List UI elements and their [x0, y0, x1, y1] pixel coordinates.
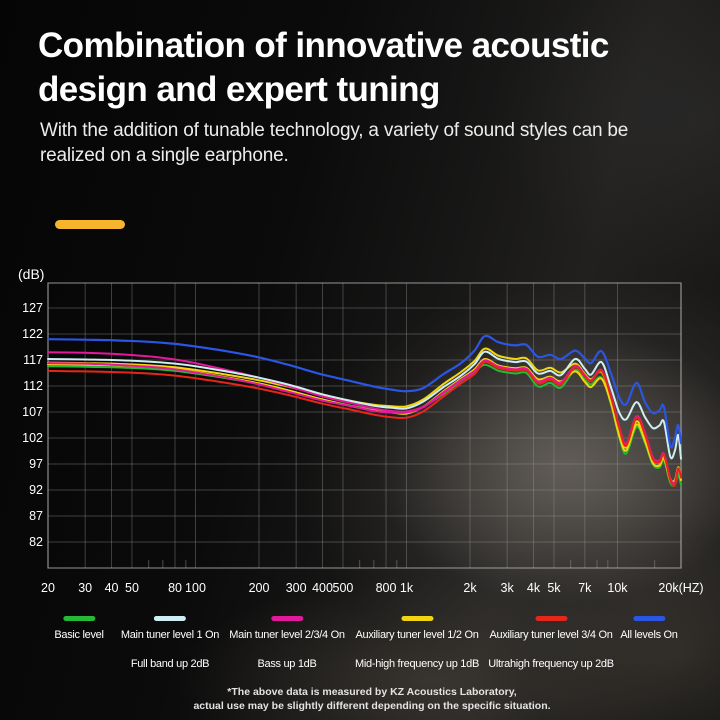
legend-label: Basic level — [54, 629, 104, 641]
legend-swatch — [271, 616, 303, 621]
y-tick-label: 97 — [29, 457, 43, 471]
legend-swatch — [401, 616, 433, 621]
y-tick-label: 107 — [22, 405, 43, 419]
curve-all-levels-on — [46, 334, 683, 449]
page-title-line1: Combination of innovative acoustic — [38, 26, 609, 65]
legend-label: Auxiliary tuner level 1/2 On — [355, 629, 479, 641]
y-tick-label: 112 — [23, 379, 43, 393]
legend-item: Auxiliary tuner level 1/2 On — [355, 616, 479, 641]
y-tick-label: 127 — [22, 301, 43, 315]
legend-sublabel: Mid-high frequency up 1dB — [355, 658, 479, 670]
legend-sublabel: Ultrahigh frequency up 2dB — [488, 658, 614, 670]
legend-sublabel: Full band up 2dB — [130, 658, 210, 670]
x-tick-label: 20 — [41, 581, 55, 595]
x-tick-label: 10k — [607, 581, 628, 595]
page-title-line2: design and expert tuning — [38, 70, 440, 109]
x-tick-label: 50 — [125, 581, 139, 595]
x-tick-label: 100 — [185, 581, 206, 595]
legend-label: All levels On — [620, 629, 678, 641]
x-tick-label: 2k — [463, 581, 477, 595]
y-axis-unit-label: (dB) — [18, 266, 44, 282]
x-tick-label: 20k(HZ) — [658, 581, 703, 595]
y-tick-label: 102 — [22, 431, 43, 445]
legend-item: Main tuner level 2/3/4 On — [229, 616, 345, 641]
x-tick-label: 7k — [578, 581, 592, 595]
legend-swatch — [535, 616, 567, 621]
y-tick-label: 122 — [22, 327, 43, 341]
legend-swatch — [632, 616, 665, 621]
x-tick-label: 3k — [501, 581, 515, 595]
y-tick-label: 82 — [29, 535, 43, 549]
page-subtitle: With the addition of tunable technology,… — [40, 118, 628, 168]
curve-main-tuner-level-1-on — [47, 350, 682, 460]
x-tick-label: 4k — [527, 581, 541, 595]
y-tick-label: 117 — [23, 353, 43, 367]
footer-disclaimer-line1: *The above data is measured by KZ Acoust… — [227, 686, 517, 698]
curve-auxiliary-tuner-level-3-4-on — [47, 360, 682, 487]
x-tick-label: 5k — [547, 581, 561, 595]
legend-item: Main tuner level 1 On — [121, 616, 219, 641]
legend-label: Main tuner level 1 On — [120, 629, 220, 641]
x-tick-label: 40 — [105, 581, 119, 595]
y-tick-label: 92 — [29, 483, 43, 497]
x-tick-label: 300 — [286, 581, 307, 595]
accent-underline-bar — [55, 220, 125, 229]
legend-label: Auxiliary tuner level 3/4 On — [489, 629, 613, 641]
x-tick-label: 800 — [376, 581, 397, 595]
x-tick-label: 200 — [249, 581, 270, 595]
plot-border — [47, 282, 682, 569]
legend-swatch — [63, 616, 95, 621]
page-title: Combination of innovative acoustic desig… — [38, 24, 609, 112]
legend-item: All levels On — [620, 616, 678, 641]
page-subtitle-line1: With the addition of tunable technology,… — [40, 120, 629, 141]
x-tick-label: 1k — [400, 581, 414, 595]
y-tick-label: 87 — [29, 509, 43, 523]
page-subtitle-line2: realized on a single earphone. — [40, 145, 289, 166]
x-tick-label: 80 — [168, 581, 182, 595]
x-tick-label: 30 — [78, 581, 92, 595]
x-tick-label: 400 — [312, 581, 333, 595]
legend-sublabel: Bass up 1dB — [257, 658, 317, 670]
legend-swatch — [153, 616, 186, 621]
footer-disclaimer: *The above data is measured by KZ Acoust… — [193, 685, 550, 713]
legend-item: Basic level — [54, 616, 104, 641]
footer-disclaimer-line2: actual use may be slightly different dep… — [193, 700, 551, 712]
legend-item: Auxiliary tuner level 3/4 On — [489, 616, 613, 641]
x-tick-label: 500 — [333, 581, 354, 595]
legend-label: Main tuner level 2/3/4 On — [229, 629, 345, 641]
chart-legend: Basic level Main tuner level 1 On Full ban… — [0, 616, 720, 676]
